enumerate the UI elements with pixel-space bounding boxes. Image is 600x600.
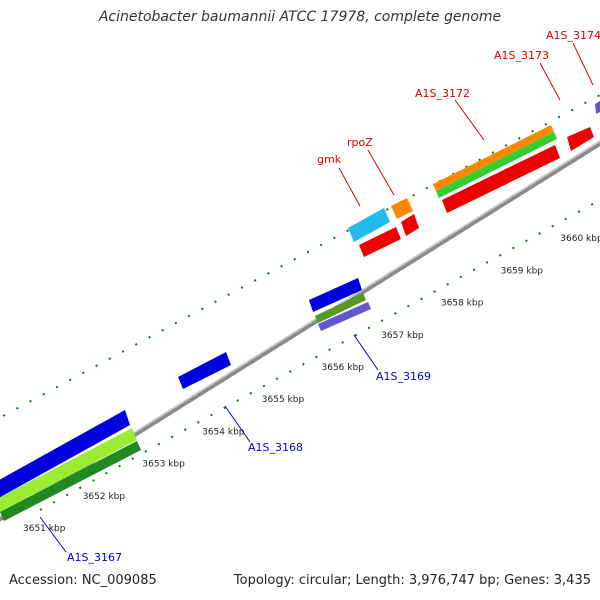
accession-label: Accession: NC_009085	[9, 573, 157, 588]
gene-a1s-3169-olive	[315, 293, 366, 323]
gene-rpoz-red	[401, 214, 419, 236]
gene-a1s-3168-blue	[178, 352, 231, 389]
gene-a1s-3172-orange	[433, 125, 554, 191]
label-a1s-3174: A1S_3174	[546, 29, 600, 42]
kbp-tick-label: 3659 kbp	[501, 266, 544, 276]
leader-lines	[39, 42, 594, 553]
gene-a1s-3169-purple	[318, 302, 371, 331]
gene-a1s-3172-red	[442, 145, 560, 213]
gene-labels: gmk rpoZ A1S_3172 A1S_3173 A1S_3174 A1S_…	[67, 29, 600, 564]
gene-a1s-3172-green	[436, 132, 557, 198]
label-a1s-3169: A1S_3169	[376, 370, 431, 383]
label-a1s-3172: A1S_3172	[415, 87, 470, 100]
leader-a1s-3168	[224, 405, 251, 443]
gene-a1s-3173-red	[567, 127, 594, 151]
kbp-tick-label: 3651 kbp	[23, 524, 66, 534]
genome-summary-label: Topology: circular; Length: 3,976,747 bp…	[233, 573, 591, 588]
gene-gmk-cyan	[348, 208, 390, 242]
label-a1s-3173: A1S_3173	[494, 49, 549, 62]
leader-gmk	[338, 167, 361, 207]
kbp-tick-label: 3653 kbp	[142, 460, 185, 470]
label-a1s-3167: A1S_3167	[67, 551, 122, 564]
map-title: Acinetobacter baumannii ATCC 17978, comp…	[98, 9, 502, 25]
gene-a1s-3167-blue	[0, 410, 130, 498]
label-rpoz: rpoZ	[347, 136, 373, 149]
kbp-tick-label: 3654 kbp	[202, 427, 245, 437]
leader-a1s-3173	[539, 62, 561, 101]
leader-a1s-3167	[39, 516, 67, 553]
leader-a1s-3169	[353, 334, 379, 371]
reverse-features	[0, 278, 371, 521]
gene-gmk-red	[359, 227, 401, 257]
kbp-tick-label: 3656 kbp	[322, 363, 365, 373]
kbp-tick-label: 3652 kbp	[83, 492, 126, 502]
gene-rpoz-orange	[391, 198, 413, 219]
leader-a1s-3172	[454, 99, 485, 141]
kbp-tick-label: 3660 kbp	[560, 234, 600, 244]
gene-a1s-3174-purple	[595, 101, 600, 114]
ruler-labels: 3651 kbp 3652 kbp 3653 kbp 3654 kbp 3655 kbp…	[23, 234, 600, 534]
gene-a1s-3169-blue	[309, 278, 362, 312]
gene-a1s-3167-darkgreen	[0, 441, 141, 521]
leader-rpoz	[367, 149, 395, 196]
kbp-tick-label: 3657 kbp	[381, 331, 424, 341]
leader-a1s-3174	[572, 42, 594, 86]
gene-a1s-3167-lightgreen	[0, 428, 137, 512]
label-a1s-3168: A1S_3168	[248, 441, 303, 454]
label-gmk: gmk	[317, 153, 342, 166]
forward-features	[348, 101, 600, 257]
kbp-tick-label: 3658 kbp	[441, 299, 484, 309]
kbp-tick-label: 3655 kbp	[262, 395, 305, 405]
ruler-inner	[39, 199, 600, 511]
ruler-outer	[0, 94, 600, 419]
